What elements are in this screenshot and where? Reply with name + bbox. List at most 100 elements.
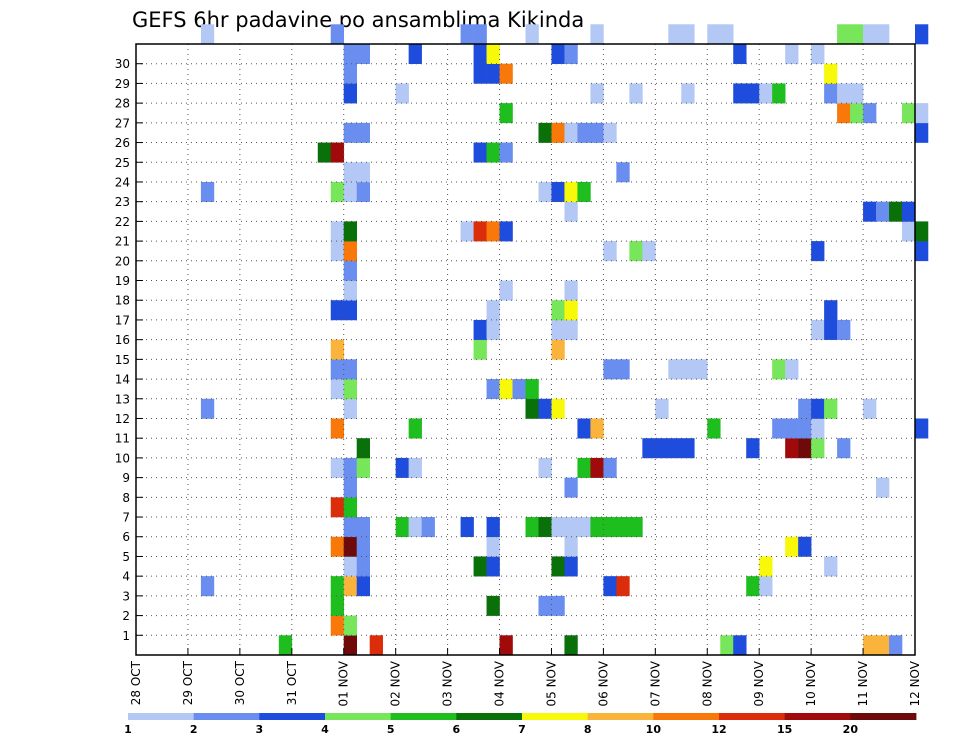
heatmap-cell bbox=[551, 339, 565, 360]
heatmap-cell bbox=[681, 83, 695, 104]
heatmap-cell bbox=[629, 517, 643, 538]
y-tick-label: 4 bbox=[122, 570, 130, 584]
y-tick-label: 7 bbox=[122, 511, 130, 525]
heatmap-cell bbox=[356, 556, 370, 577]
x-tick-label: 09 NOV bbox=[752, 660, 766, 706]
heatmap-cell bbox=[525, 379, 539, 400]
heatmap-cell bbox=[915, 103, 929, 124]
heatmap-cell bbox=[343, 359, 358, 380]
colorbar-swatch bbox=[259, 713, 326, 720]
heatmap-cell bbox=[460, 24, 474, 45]
heatmap-cell bbox=[798, 438, 812, 459]
y-tick-label: 8 bbox=[122, 491, 130, 505]
heatmap-cell bbox=[798, 536, 812, 557]
heatmap-cell bbox=[330, 300, 345, 321]
y-tick-label: 10 bbox=[115, 451, 130, 465]
heatmap-cell bbox=[681, 438, 695, 459]
heatmap-cell bbox=[837, 24, 851, 45]
heatmap-cell bbox=[915, 418, 929, 439]
heatmap-cell bbox=[330, 457, 345, 478]
heatmap-cell bbox=[850, 103, 864, 124]
heatmap-cell bbox=[343, 260, 358, 281]
heatmap-cell bbox=[668, 24, 682, 45]
heatmap-cell bbox=[824, 300, 838, 321]
heatmap-cell bbox=[837, 103, 851, 124]
heatmap-cell bbox=[330, 241, 345, 262]
heatmap-cell bbox=[486, 536, 500, 557]
heatmap-cell bbox=[343, 162, 358, 183]
heatmap-cell bbox=[746, 576, 760, 597]
heatmap-cell bbox=[551, 300, 565, 321]
heatmap-cell bbox=[343, 477, 358, 498]
x-tick-label: 05 NOV bbox=[544, 660, 558, 706]
heatmap-cell bbox=[356, 44, 370, 65]
heatmap-cell bbox=[811, 398, 825, 419]
y-tick-label: 11 bbox=[115, 432, 130, 446]
colorbar-swatch bbox=[653, 713, 720, 720]
heatmap-cell bbox=[473, 63, 487, 84]
heatmap-cell bbox=[200, 398, 215, 419]
heatmap-cell bbox=[395, 457, 409, 478]
heatmap-cell bbox=[525, 517, 539, 538]
heatmap-cell bbox=[486, 142, 500, 163]
y-tick-label: 29 bbox=[115, 77, 130, 91]
heatmap-cell bbox=[694, 359, 708, 380]
heatmap-cell bbox=[408, 418, 422, 439]
heatmap-cell bbox=[538, 595, 552, 616]
heatmap-cell bbox=[668, 359, 682, 380]
y-tick-label: 30 bbox=[115, 57, 130, 71]
heatmap-cell bbox=[785, 418, 799, 439]
heatmap-cell bbox=[499, 635, 513, 656]
heatmap-cell bbox=[863, 201, 877, 222]
colorbar-swatch bbox=[390, 713, 457, 720]
y-tick-label: 26 bbox=[115, 136, 130, 150]
heatmap-cell bbox=[395, 517, 409, 538]
heatmap-cell bbox=[863, 103, 877, 124]
heatmap-cell bbox=[577, 517, 591, 538]
heatmap-cell bbox=[343, 457, 358, 478]
heatmap-cell bbox=[343, 398, 358, 419]
heatmap-cell bbox=[772, 359, 786, 380]
heatmap-cell bbox=[603, 576, 617, 597]
heatmap-cell bbox=[330, 536, 345, 557]
chart-title: GEFS 6hr padavine po ansamblima Kikinda bbox=[132, 8, 584, 32]
heatmap-cell bbox=[577, 181, 591, 202]
heatmap-cell bbox=[564, 300, 578, 321]
colorbar-label: 7 bbox=[518, 723, 526, 736]
heatmap-cell bbox=[330, 576, 345, 597]
heatmap-cell bbox=[837, 438, 851, 459]
heatmap-cell bbox=[629, 241, 643, 262]
heatmap-cell bbox=[785, 438, 799, 459]
heatmap-cell bbox=[577, 418, 591, 439]
heatmap-cell bbox=[785, 44, 799, 65]
heatmap-cell bbox=[356, 457, 370, 478]
heatmap-cell bbox=[343, 83, 358, 104]
heatmap-cell bbox=[915, 221, 929, 242]
heatmap-cell bbox=[343, 44, 358, 65]
heatmap-cell bbox=[564, 477, 578, 498]
x-tick-label: 12 NOV bbox=[908, 660, 922, 706]
heatmap-cell bbox=[590, 83, 604, 104]
heatmap-cell bbox=[499, 63, 513, 84]
heatmap-cell bbox=[616, 576, 630, 597]
colorbar-label: 3 bbox=[256, 723, 264, 736]
heatmap-cell bbox=[473, 44, 487, 65]
x-tick-label: 11 NOV bbox=[856, 660, 870, 706]
heatmap-cell bbox=[538, 517, 552, 538]
colorbar-label: 5 bbox=[387, 723, 395, 736]
heatmap-cell bbox=[746, 438, 760, 459]
y-tick-label: 20 bbox=[115, 254, 130, 268]
heatmap-cell bbox=[577, 122, 591, 143]
heatmap-cell bbox=[486, 556, 500, 577]
heatmap-cell bbox=[603, 359, 617, 380]
heatmap-cell bbox=[499, 142, 513, 163]
y-tick-label: 13 bbox=[115, 392, 130, 406]
heatmap-cell bbox=[707, 24, 721, 45]
heatmap-cell bbox=[343, 300, 358, 321]
colorbar-swatch bbox=[587, 713, 654, 720]
y-tick-label: 5 bbox=[122, 550, 130, 564]
heatmap-cell bbox=[733, 44, 747, 65]
x-axis: 28 OCT 29 OCT 30 OCT 31 OCT 01 NOV 02 NOV 03 N… bbox=[129, 648, 922, 707]
colorbar-swatch bbox=[522, 713, 589, 720]
